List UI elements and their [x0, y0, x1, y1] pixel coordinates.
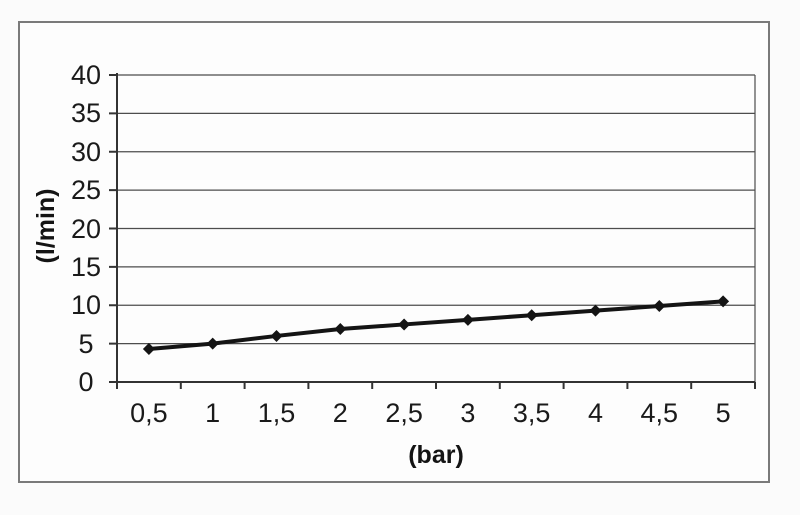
data-point-marker: [270, 329, 283, 342]
x-axis-title: (bar): [408, 441, 464, 469]
y-tick-label: 40: [70, 60, 102, 90]
x-tick-label: 3: [460, 398, 476, 428]
y-tick-label: 15: [70, 251, 102, 282]
flow-rate-line-series: [146, 299, 726, 351]
y-tick-label: 35: [70, 98, 102, 129]
data-point-marker: [398, 318, 411, 331]
y-tick-label: 30: [70, 136, 102, 167]
y-tick-label: 5: [78, 328, 94, 359]
y-tick-label: 25: [70, 175, 102, 206]
data-point-marker: [653, 300, 666, 313]
x-tick-label: 2: [332, 398, 348, 428]
data-point-marker: [525, 309, 538, 322]
data-point-marker: [334, 323, 347, 336]
x-tick-label: 4: [587, 398, 604, 428]
data-point-marker: [589, 304, 602, 317]
x-tick-label: 1: [205, 398, 221, 428]
x-tick-label: 5: [715, 398, 731, 428]
data-point-marker: [717, 295, 730, 308]
y-tick-label: 10: [70, 290, 102, 321]
data-point-marker: [461, 313, 474, 326]
data-point-marker: [142, 342, 155, 355]
x-tick-label: 4,5: [640, 398, 679, 428]
chart-frame: [18, 21, 770, 483]
y-tick-label: 0: [78, 367, 94, 397]
x-tick-label: 3,5: [512, 398, 551, 428]
y-tick-label: 20: [70, 213, 102, 244]
x-tick-label: 1,5: [257, 398, 296, 428]
data-point-marker: [206, 337, 219, 350]
y-axis-title: (l/min): [32, 188, 60, 264]
x-tick-label: 0,5: [130, 398, 168, 428]
x-tick-label: 2,5: [385, 398, 423, 428]
